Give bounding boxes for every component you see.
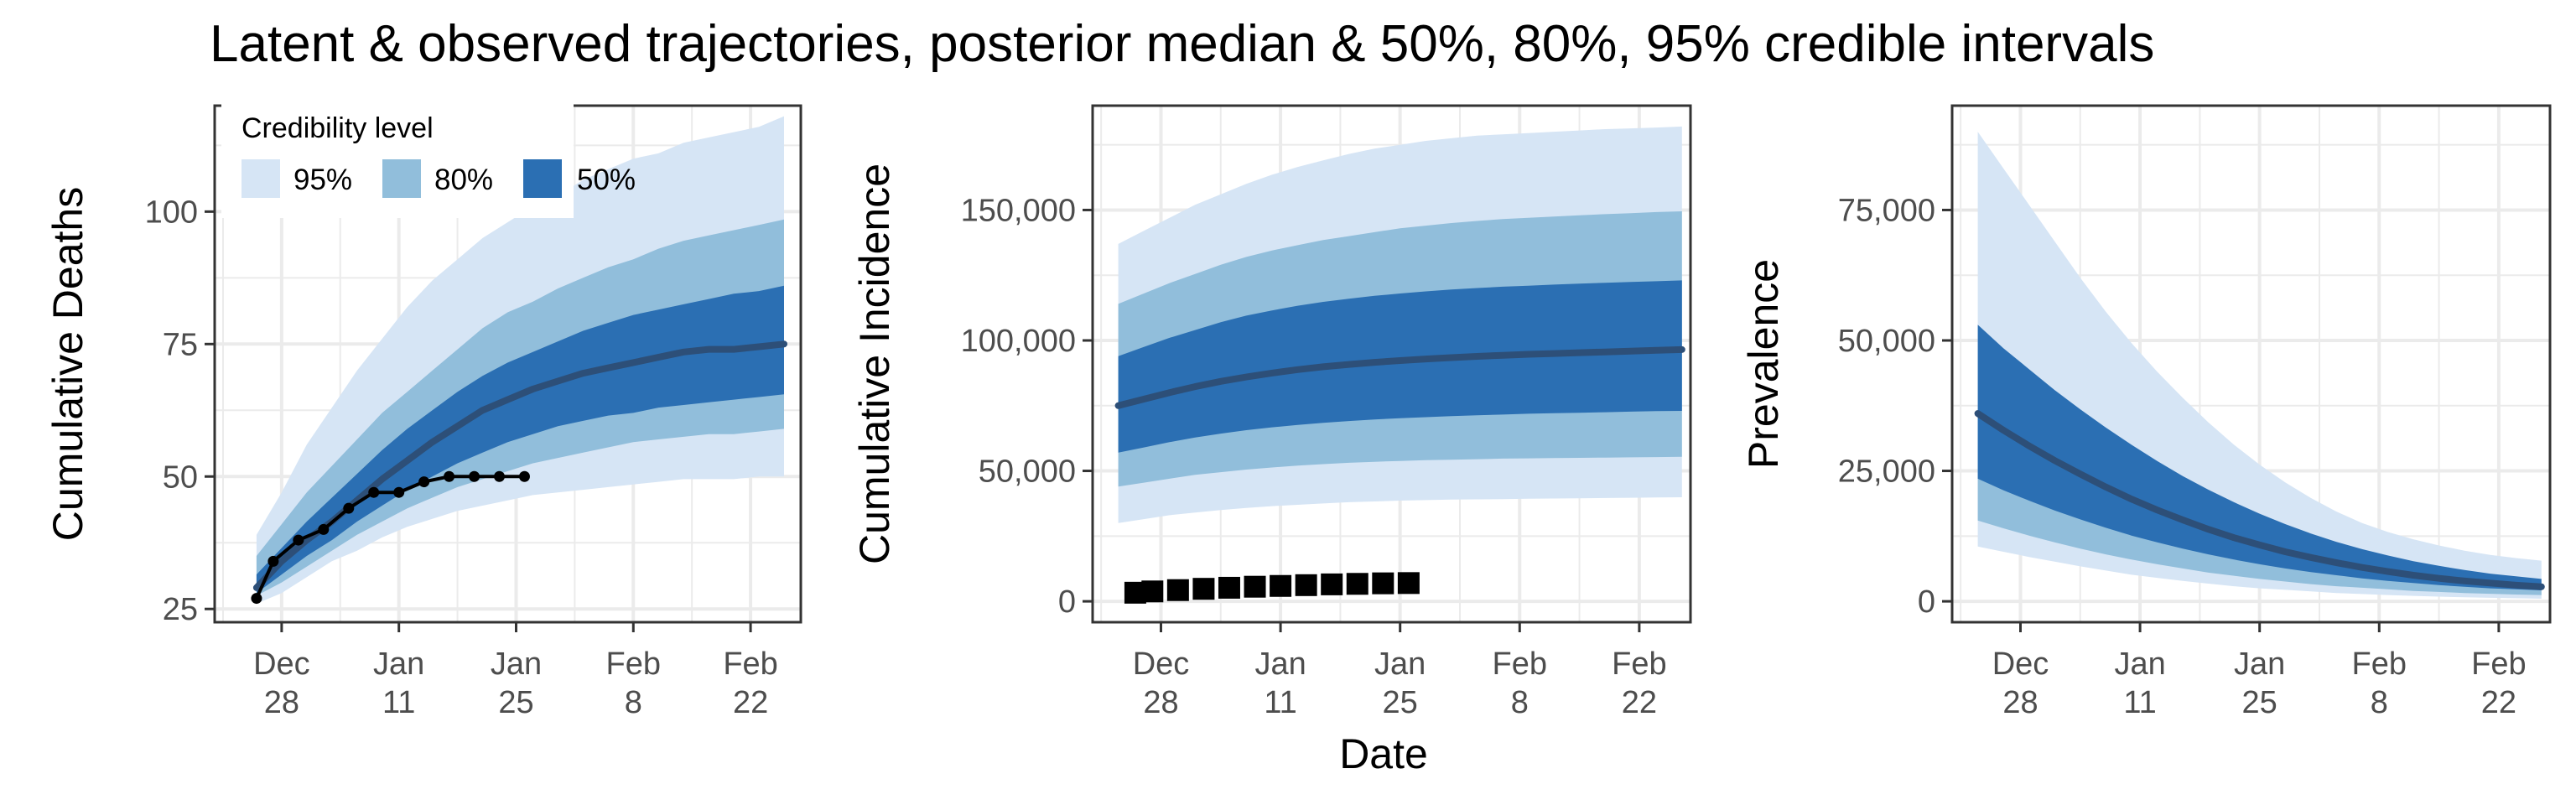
x-tick-label: Feb	[1493, 647, 1547, 682]
median-line	[1114, 345, 1685, 409]
x-tick-label: 28	[2002, 685, 2038, 720]
credible-bands	[256, 116, 784, 604]
y-tick-label: 0	[1058, 584, 1076, 620]
legend-key-95	[242, 159, 280, 198]
figure-title: Latent & observed trajectories, posterio…	[210, 15, 2155, 73]
x-tick-label: Feb	[606, 647, 661, 682]
y-tick-label: 0	[1918, 584, 1935, 620]
observed-point	[1141, 580, 1164, 603]
median-line	[1974, 410, 2545, 590]
x-tick-label: Jan	[2234, 647, 2285, 682]
y-tick-label: 50,000	[1838, 324, 1935, 359]
x-tick-label: Feb	[1612, 647, 1666, 682]
x-tick-label: Jan	[373, 647, 424, 682]
x-tick-label: 22	[1622, 685, 1657, 720]
x-tick-label: 8	[2371, 685, 2388, 720]
observed-point	[318, 523, 330, 535]
observed-data	[1124, 572, 1420, 604]
x-tick-label: 11	[382, 685, 415, 720]
band-80	[1977, 413, 2542, 595]
y-tick-label: 25,000	[1838, 454, 1935, 490]
panel-cumulative-deaths: 255075100Dec28Jan11Jan25Feb8Feb22Cumulat…	[44, 104, 802, 720]
legend: Credibility level 95% 80% 50%	[221, 102, 636, 218]
observed-point	[1218, 576, 1240, 599]
x-tick-label: 25	[498, 685, 533, 720]
x-tick-label: 25	[1383, 685, 1418, 720]
observed-point	[393, 486, 405, 498]
legend-title: Credibility level	[242, 112, 434, 144]
x-tick-label: 8	[1511, 685, 1529, 720]
legend-label-50: 50%	[577, 164, 636, 196]
y-tick-label: 50,000	[979, 454, 1076, 490]
x-tick-label: Feb	[723, 647, 777, 682]
observed-point	[1295, 574, 1317, 596]
x-tick-label: Feb	[2352, 647, 2407, 682]
credible-bands	[1977, 132, 2542, 600]
observed-point	[1397, 572, 1420, 595]
observed-point	[251, 593, 262, 605]
observed-point	[1166, 579, 1189, 601]
panel-border	[1091, 104, 1692, 624]
x-tick-label: 11	[1264, 685, 1296, 720]
observed-point	[293, 534, 304, 546]
observed-point	[1192, 578, 1215, 600]
y-tick-label: 100	[145, 195, 198, 230]
y-axis-title: Cumulative Incidence	[851, 164, 898, 564]
x-tick-label: Feb	[2471, 647, 2526, 682]
y-tick-label: 100,000	[961, 324, 1076, 359]
band-50	[1977, 325, 2542, 590]
legend-label-80: 80%	[434, 164, 493, 196]
x-tick-label: 22	[733, 685, 768, 720]
x-tick-label: 28	[264, 685, 299, 720]
observed-point	[1372, 572, 1394, 595]
y-tick-label: 75	[163, 327, 198, 362]
observed-point	[1346, 573, 1368, 595]
band-50	[256, 285, 784, 594]
y-tick-label: 75,000	[1838, 193, 1935, 228]
x-tick-label: Jan	[1254, 647, 1306, 682]
observed-point	[518, 470, 530, 482]
credible-bands	[1118, 126, 1682, 523]
x-tick-label: Dec	[1992, 647, 2049, 682]
x-tick-label: Jan	[1374, 647, 1426, 682]
observed-point	[368, 486, 380, 498]
observed-point	[469, 470, 480, 482]
panel-cumulative-incidence: 050,000100,000150,000Dec28Jan11Jan25Feb8…	[851, 104, 1692, 720]
legend-key-50	[523, 159, 562, 198]
x-tick-label: 25	[2242, 685, 2277, 720]
observed-point	[343, 502, 355, 514]
y-axis-title: Cumulative Deaths	[44, 187, 91, 541]
panel-border	[1950, 104, 2552, 624]
observed-point	[1321, 573, 1343, 595]
observed-data	[251, 470, 530, 605]
y-tick-label: 150,000	[961, 193, 1076, 228]
y-axis-title: Prevalence	[1740, 259, 1787, 469]
x-tick-label: Jan	[491, 647, 542, 682]
y-tick-label: 50	[163, 460, 198, 495]
x-tick-label: 11	[2123, 685, 2156, 720]
observed-point	[418, 476, 430, 488]
observed-point	[444, 470, 455, 482]
x-tick-label: 8	[625, 685, 642, 720]
legend-key-80	[382, 159, 421, 198]
observed-point	[494, 470, 506, 482]
x-axis-title: Date	[1339, 730, 1428, 777]
x-tick-label: Jan	[2114, 647, 2165, 682]
observed-point	[267, 555, 279, 567]
observed-point	[1270, 574, 1292, 597]
x-tick-label: Dec	[1133, 647, 1190, 682]
x-tick-label: 22	[2481, 685, 2516, 720]
legend-label-95: 95%	[293, 164, 352, 196]
x-tick-label: 28	[1143, 685, 1178, 720]
band-50	[1118, 280, 1682, 453]
x-tick-label: Dec	[253, 647, 310, 682]
observed-point	[1244, 575, 1266, 598]
y-tick-label: 25	[163, 592, 198, 627]
panel-prevalence: 025,00050,00075,000Dec28Jan11Jan25Feb8Fe…	[1740, 104, 2552, 720]
